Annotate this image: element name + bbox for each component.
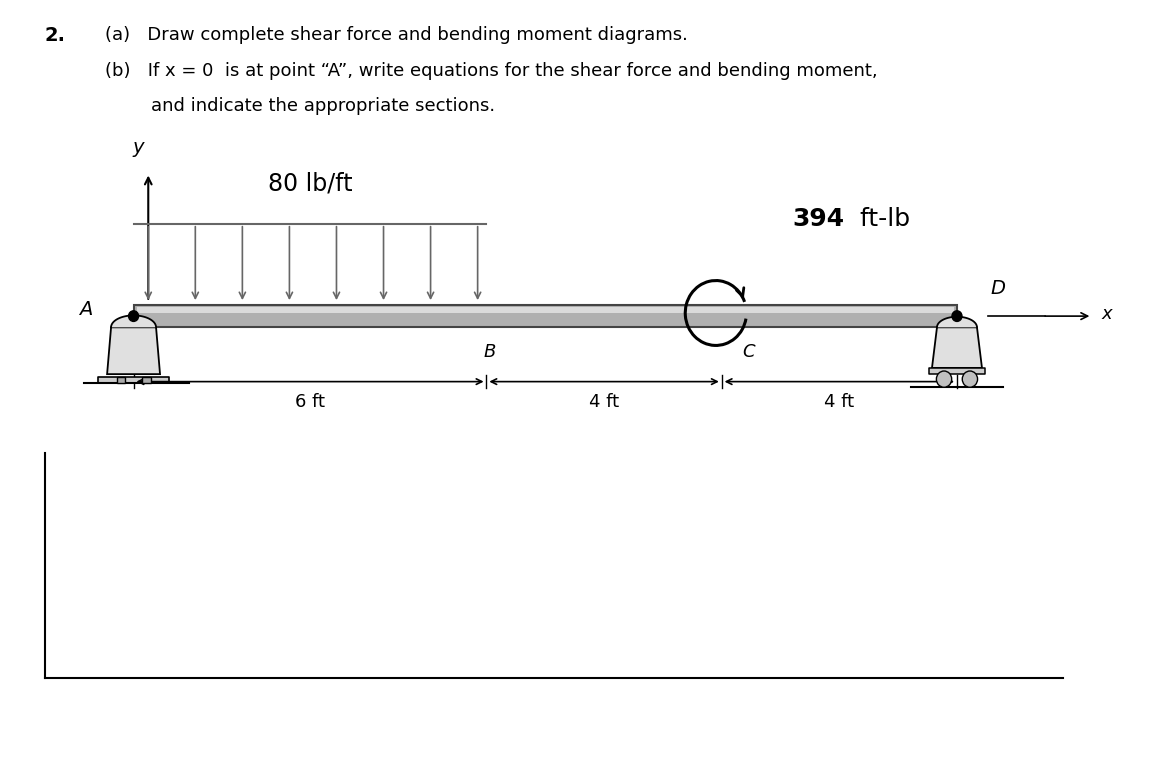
Text: (b)   If x = 0  is at point “A”, write equations for the shear force and bending: (b) If x = 0 is at point “A”, write equa… bbox=[105, 62, 878, 80]
Text: 6 ft: 6 ft bbox=[295, 393, 324, 411]
Bar bbox=[142, 377, 151, 383]
Text: 4 ft: 4 ft bbox=[589, 393, 620, 411]
Circle shape bbox=[936, 371, 951, 388]
Circle shape bbox=[128, 311, 139, 322]
Text: 2.: 2. bbox=[44, 26, 65, 45]
Bar bbox=[133, 305, 957, 327]
Text: C: C bbox=[742, 343, 755, 361]
Polygon shape bbox=[932, 327, 981, 368]
Text: 80 lb/ft: 80 lb/ft bbox=[267, 172, 352, 196]
Circle shape bbox=[952, 311, 962, 322]
Circle shape bbox=[963, 371, 978, 388]
Text: ft-lb: ft-lb bbox=[852, 207, 910, 232]
Text: B: B bbox=[483, 343, 496, 361]
Text: A: A bbox=[79, 301, 92, 319]
Text: (a)   Draw complete shear force and bending moment diagrams.: (a) Draw complete shear force and bendin… bbox=[105, 26, 687, 45]
Text: D: D bbox=[991, 279, 1006, 298]
Text: and indicate the appropriate sections.: and indicate the appropriate sections. bbox=[105, 97, 495, 115]
Text: y: y bbox=[133, 138, 144, 157]
Polygon shape bbox=[107, 327, 160, 374]
Text: 4 ft: 4 ft bbox=[824, 393, 854, 411]
Text: x: x bbox=[1102, 305, 1112, 323]
Bar bbox=[117, 377, 125, 383]
Bar bbox=[137, 307, 955, 313]
Text: 394: 394 bbox=[792, 207, 845, 232]
